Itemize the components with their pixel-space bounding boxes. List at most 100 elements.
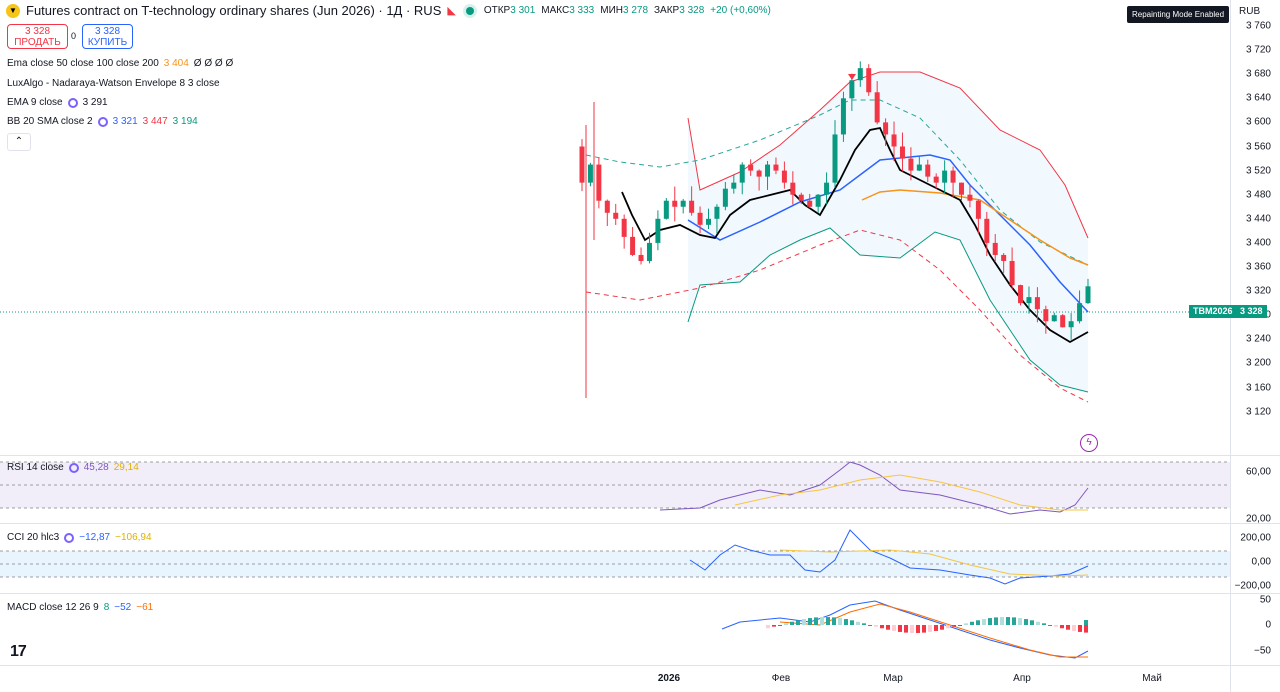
macd-histogram-bar bbox=[844, 619, 848, 625]
indicator-tick: 200,00 bbox=[1240, 532, 1271, 544]
candle-body bbox=[714, 206, 720, 219]
macd-histogram-bar bbox=[994, 617, 998, 625]
price-tick: 3 600 bbox=[1245, 116, 1271, 128]
macd-histogram-bar bbox=[910, 625, 914, 633]
buy-button[interactable]: 3 328 КУПИТЬ bbox=[82, 24, 133, 49]
pane-separator[interactable] bbox=[0, 455, 1280, 456]
candle-body bbox=[1051, 315, 1057, 322]
price-chart[interactable] bbox=[0, 0, 1230, 692]
price-axis[interactable]: 3 760 3 720 3 680 3 640 3 600 3 560 3 520 3 480… bbox=[1230, 0, 1280, 692]
candle-body bbox=[765, 164, 771, 177]
macd-histogram-bar bbox=[1072, 625, 1076, 631]
candle-body bbox=[722, 188, 728, 207]
macd-histogram-bar bbox=[1042, 623, 1046, 625]
macd-histogram-bar bbox=[1018, 618, 1022, 625]
candle-body bbox=[992, 242, 998, 255]
price-tick: 3 120 bbox=[1245, 406, 1271, 418]
candle-body bbox=[739, 164, 745, 183]
bb-fill bbox=[688, 72, 1088, 392]
flag-icon[interactable]: ◣ bbox=[447, 5, 456, 17]
macd-histogram-bar bbox=[1036, 621, 1040, 625]
indicator-tick: 0,00 bbox=[1251, 556, 1271, 568]
sell-button[interactable]: 3 328 ПРОДАТЬ bbox=[7, 24, 68, 49]
time-tick: Мар bbox=[883, 673, 903, 684]
macd-histogram-bar bbox=[796, 620, 800, 625]
pane-separator[interactable] bbox=[0, 593, 1280, 594]
candle-body bbox=[849, 80, 855, 99]
symbol-header: ▼ Futures contract on T-technology ordin… bbox=[6, 3, 771, 18]
candle-body bbox=[1043, 309, 1049, 322]
candle-body bbox=[689, 200, 695, 213]
indicator-tick: 20,00 bbox=[1245, 513, 1271, 525]
candle-body bbox=[1034, 297, 1040, 310]
macd-histogram-bar bbox=[778, 625, 782, 626]
currency-selector[interactable]: RUB bbox=[1239, 6, 1261, 17]
settings-icon[interactable] bbox=[64, 532, 75, 543]
indicator-tick: 0 bbox=[1265, 619, 1271, 631]
time-axis-line bbox=[0, 665, 1280, 666]
time-tick: Фев bbox=[771, 673, 791, 684]
candle-body bbox=[984, 218, 990, 243]
macd-histogram-bar bbox=[1012, 617, 1016, 625]
price-tick: 3 440 bbox=[1245, 213, 1271, 225]
macd-histogram-bar bbox=[856, 621, 860, 625]
macd-histogram-bar bbox=[838, 618, 842, 625]
settings-icon[interactable] bbox=[67, 97, 78, 108]
price-tick: 3 400 bbox=[1245, 237, 1271, 249]
settings-icon[interactable] bbox=[68, 462, 79, 473]
macd-histogram-bar bbox=[1048, 625, 1052, 626]
macd-histogram-bar bbox=[868, 625, 872, 626]
macd-histogram-bar bbox=[808, 618, 812, 625]
ohlc-values: ОТКР3 301 МАКС3 333 МИН3 278 ЗАКР3 328 +… bbox=[483, 5, 771, 16]
bb-basis-line bbox=[687, 154, 1089, 313]
indicator-tick: 60,00 bbox=[1245, 466, 1271, 478]
candle-body bbox=[798, 194, 804, 201]
price-tick: 3 520 bbox=[1245, 165, 1271, 177]
price-tick: 3 640 bbox=[1245, 92, 1271, 104]
legend-ema-ribbon[interactable]: Ema close 50 close 100 close 200 3 404 Ø… bbox=[7, 58, 234, 69]
candle-body bbox=[604, 200, 610, 213]
macd-histogram-bar bbox=[772, 625, 776, 627]
last-price-tag: 3 328 bbox=[1236, 305, 1267, 318]
legend-macd[interactable]: MACD close 12 26 9 8 −52 −61 bbox=[7, 602, 154, 613]
candle-body bbox=[908, 158, 914, 171]
legend-bb[interactable]: BB 20 SMA close 2 3 321 3 447 3 194 bbox=[7, 116, 198, 127]
candle-body bbox=[638, 254, 644, 261]
legend-nadaraya-watson[interactable]: LuxAlgo - Nadaraya-Watson Envelope 8 3 c… bbox=[7, 78, 220, 89]
tradingview-logo-icon[interactable]: 17 bbox=[10, 643, 27, 660]
candle-body bbox=[655, 218, 661, 243]
ema50-line bbox=[861, 189, 1089, 266]
macd-histogram-bar bbox=[928, 625, 932, 632]
bb-lower-line bbox=[687, 227, 1089, 393]
macd-histogram-bar bbox=[1006, 617, 1010, 625]
candle-body bbox=[697, 212, 703, 225]
candle-body bbox=[925, 164, 931, 177]
legend-rsi[interactable]: RSI 14 close 45,28 29,14 bbox=[7, 462, 139, 473]
macd-histogram-bar bbox=[976, 620, 980, 625]
lightning-icon[interactable]: ϟ bbox=[1080, 434, 1098, 452]
settings-icon[interactable] bbox=[97, 116, 108, 127]
candle-body bbox=[824, 182, 830, 195]
candle-body bbox=[807, 200, 813, 207]
chevron-up-icon[interactable]: ⌃ bbox=[7, 133, 31, 151]
indicator-tick: −50 bbox=[1254, 645, 1271, 657]
candle-body bbox=[706, 218, 711, 225]
time-tick: 2026 bbox=[657, 673, 681, 684]
candle-body bbox=[1009, 260, 1015, 286]
macd-histogram-bar bbox=[802, 619, 806, 625]
macd-histogram-bar bbox=[964, 623, 968, 625]
candle-body bbox=[596, 164, 602, 201]
macd-histogram-bar bbox=[934, 625, 938, 631]
nw-upper-line bbox=[585, 99, 1089, 266]
legend-ema9[interactable]: EMA 9 close 3 291 bbox=[7, 97, 108, 108]
macd-histogram-bar bbox=[940, 625, 944, 630]
pane-separator[interactable] bbox=[0, 523, 1280, 524]
macd-histogram-bar bbox=[1078, 625, 1082, 632]
candle-body bbox=[950, 170, 956, 183]
rsi-ma-line bbox=[734, 474, 1088, 511]
indicator-tick: 50 bbox=[1259, 594, 1271, 606]
symbol-title[interactable]: Futures contract on T-technology ordinar… bbox=[26, 3, 442, 18]
spread-value: 0 bbox=[71, 31, 77, 41]
price-tick: 3 360 bbox=[1245, 261, 1271, 273]
legend-cci[interactable]: CCI 20 hlc3 −12,87 −106,94 bbox=[7, 532, 152, 543]
